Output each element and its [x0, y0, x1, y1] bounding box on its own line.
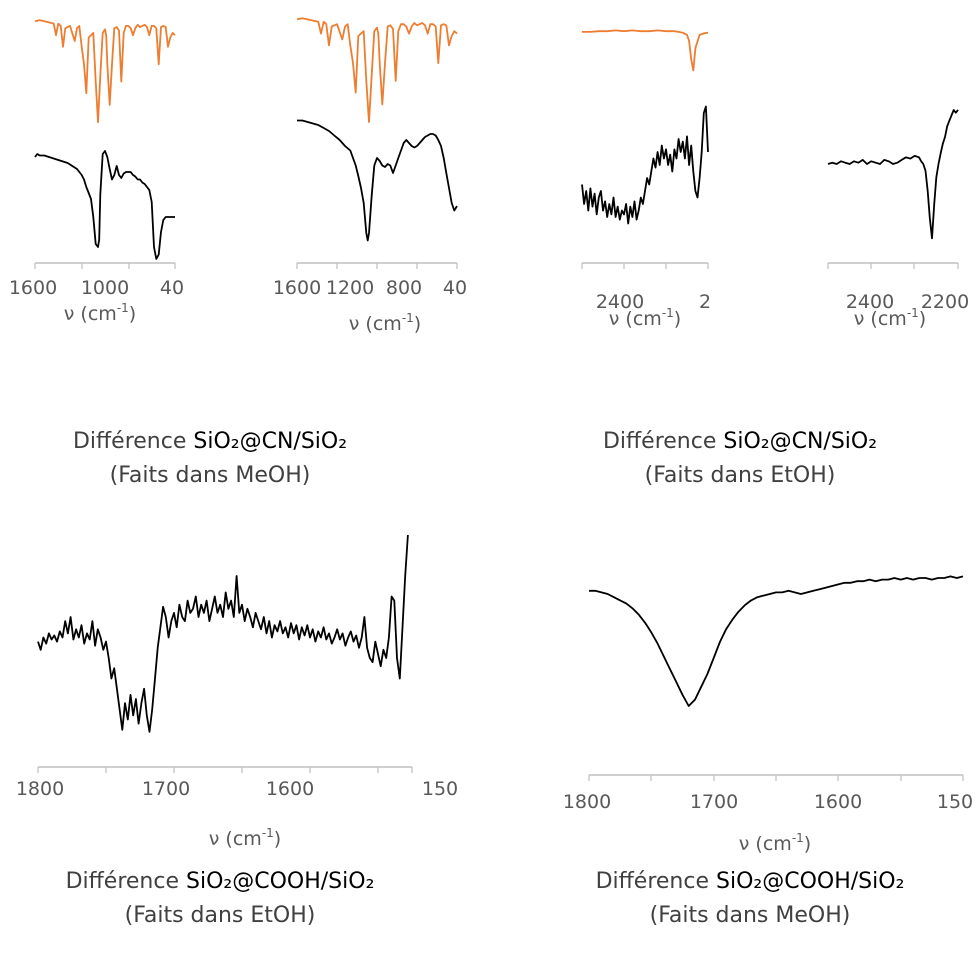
caption-suffix: /SiO₂	[823, 429, 878, 454]
x-axis-label: ν (cm-1)	[349, 311, 421, 335]
x-tick-label: 40	[160, 277, 184, 299]
caption-top-left: Différence SiO₂@CN/SiO₂ (Faits dans MeOH…	[40, 425, 380, 493]
series-line	[582, 29, 709, 72]
x-tick-label: 2400	[846, 291, 894, 313]
caption-prefix: Différence	[595, 869, 717, 894]
caption-solvent: (Faits dans EtOH)	[644, 463, 836, 488]
x-tick-label: 150	[937, 791, 973, 813]
spectrum-panel-top-2: 1600 1200 800 40 ν (cm-1)	[273, 17, 467, 335]
x-axis-label: ν (cm-1)	[739, 831, 811, 855]
caption-bottom-right: Différence SiO₂@COOH/SiO₂ (Faits dans Me…	[530, 865, 970, 933]
x-axis-label: ν (cm-1)	[854, 306, 926, 330]
series-line	[827, 109, 959, 240]
caption-solvent: (Faits dans EtOH)	[124, 903, 316, 928]
x-tick-label: 1800	[16, 778, 64, 800]
caption-suffix: /SiO₂	[320, 869, 375, 894]
x-tick-label: 150	[422, 778, 458, 800]
series-line	[34, 19, 176, 124]
caption-compound: SiO₂@COOH	[186, 869, 321, 894]
caption-prefix: Différence	[72, 429, 194, 454]
x-tick-label: 40	[443, 277, 467, 299]
x-tick-label: 1000	[81, 277, 129, 299]
series-line	[34, 150, 175, 260]
caption-compound: SiO₂@COOH	[716, 869, 851, 894]
x-tick-label: 1700	[690, 791, 738, 813]
x-axis-label: ν (cm-1)	[609, 306, 681, 330]
x-tick-label: 1700	[142, 778, 190, 800]
caption-top-right: Différence SiO₂@CN/SiO₂ (Faits dans EtOH…	[560, 425, 920, 493]
caption-suffix: /SiO₂	[850, 869, 905, 894]
spectrum-panel-bottom-1: 1800 1700 1600 150 ν (cm-1)	[16, 534, 458, 850]
x-axis-label: ν (cm-1)	[64, 301, 136, 325]
caption-compound: SiO₂@CN	[193, 429, 294, 454]
caption-suffix: /SiO₂	[293, 429, 348, 454]
x-tick-label: 2200	[921, 291, 969, 313]
x-tick-label: 1200	[326, 277, 374, 299]
spectrum-panel-bottom-2: 1800 1700 1600 150 ν (cm-1)	[563, 575, 973, 855]
series-line	[37, 534, 409, 733]
caption-solvent: (Faits dans MeOH)	[649, 903, 851, 928]
series-line	[589, 575, 964, 707]
series-line	[297, 119, 458, 242]
x-tick-label: 1600	[814, 791, 862, 813]
caption-bottom-left: Différence SiO₂@COOH/SiO₂ (Faits dans Et…	[10, 865, 430, 933]
x-tick-label: 2	[699, 291, 711, 313]
x-tick-label: 1600	[9, 277, 57, 299]
series-line	[581, 105, 709, 225]
series-line	[296, 17, 458, 123]
x-tick-label: 1600	[273, 277, 321, 299]
x-tick-label: 1600	[266, 778, 314, 800]
caption-compound: SiO₂@CN	[723, 429, 824, 454]
x-tick-label: 1800	[563, 791, 611, 813]
x-axis-label: ν (cm-1)	[209, 826, 281, 850]
spectrum-panel-top-1: 1600 1000 40 ν (cm-1)	[9, 19, 184, 325]
x-tick-label: 800	[386, 277, 422, 299]
caption-prefix: Différence	[602, 429, 724, 454]
caption-solvent: (Faits dans MeOH)	[109, 463, 311, 488]
spectrum-panel-top-3: 2400 2 ν (cm-1)	[581, 29, 711, 330]
x-tick-label: 2400	[596, 291, 644, 313]
caption-prefix: Différence	[65, 869, 187, 894]
